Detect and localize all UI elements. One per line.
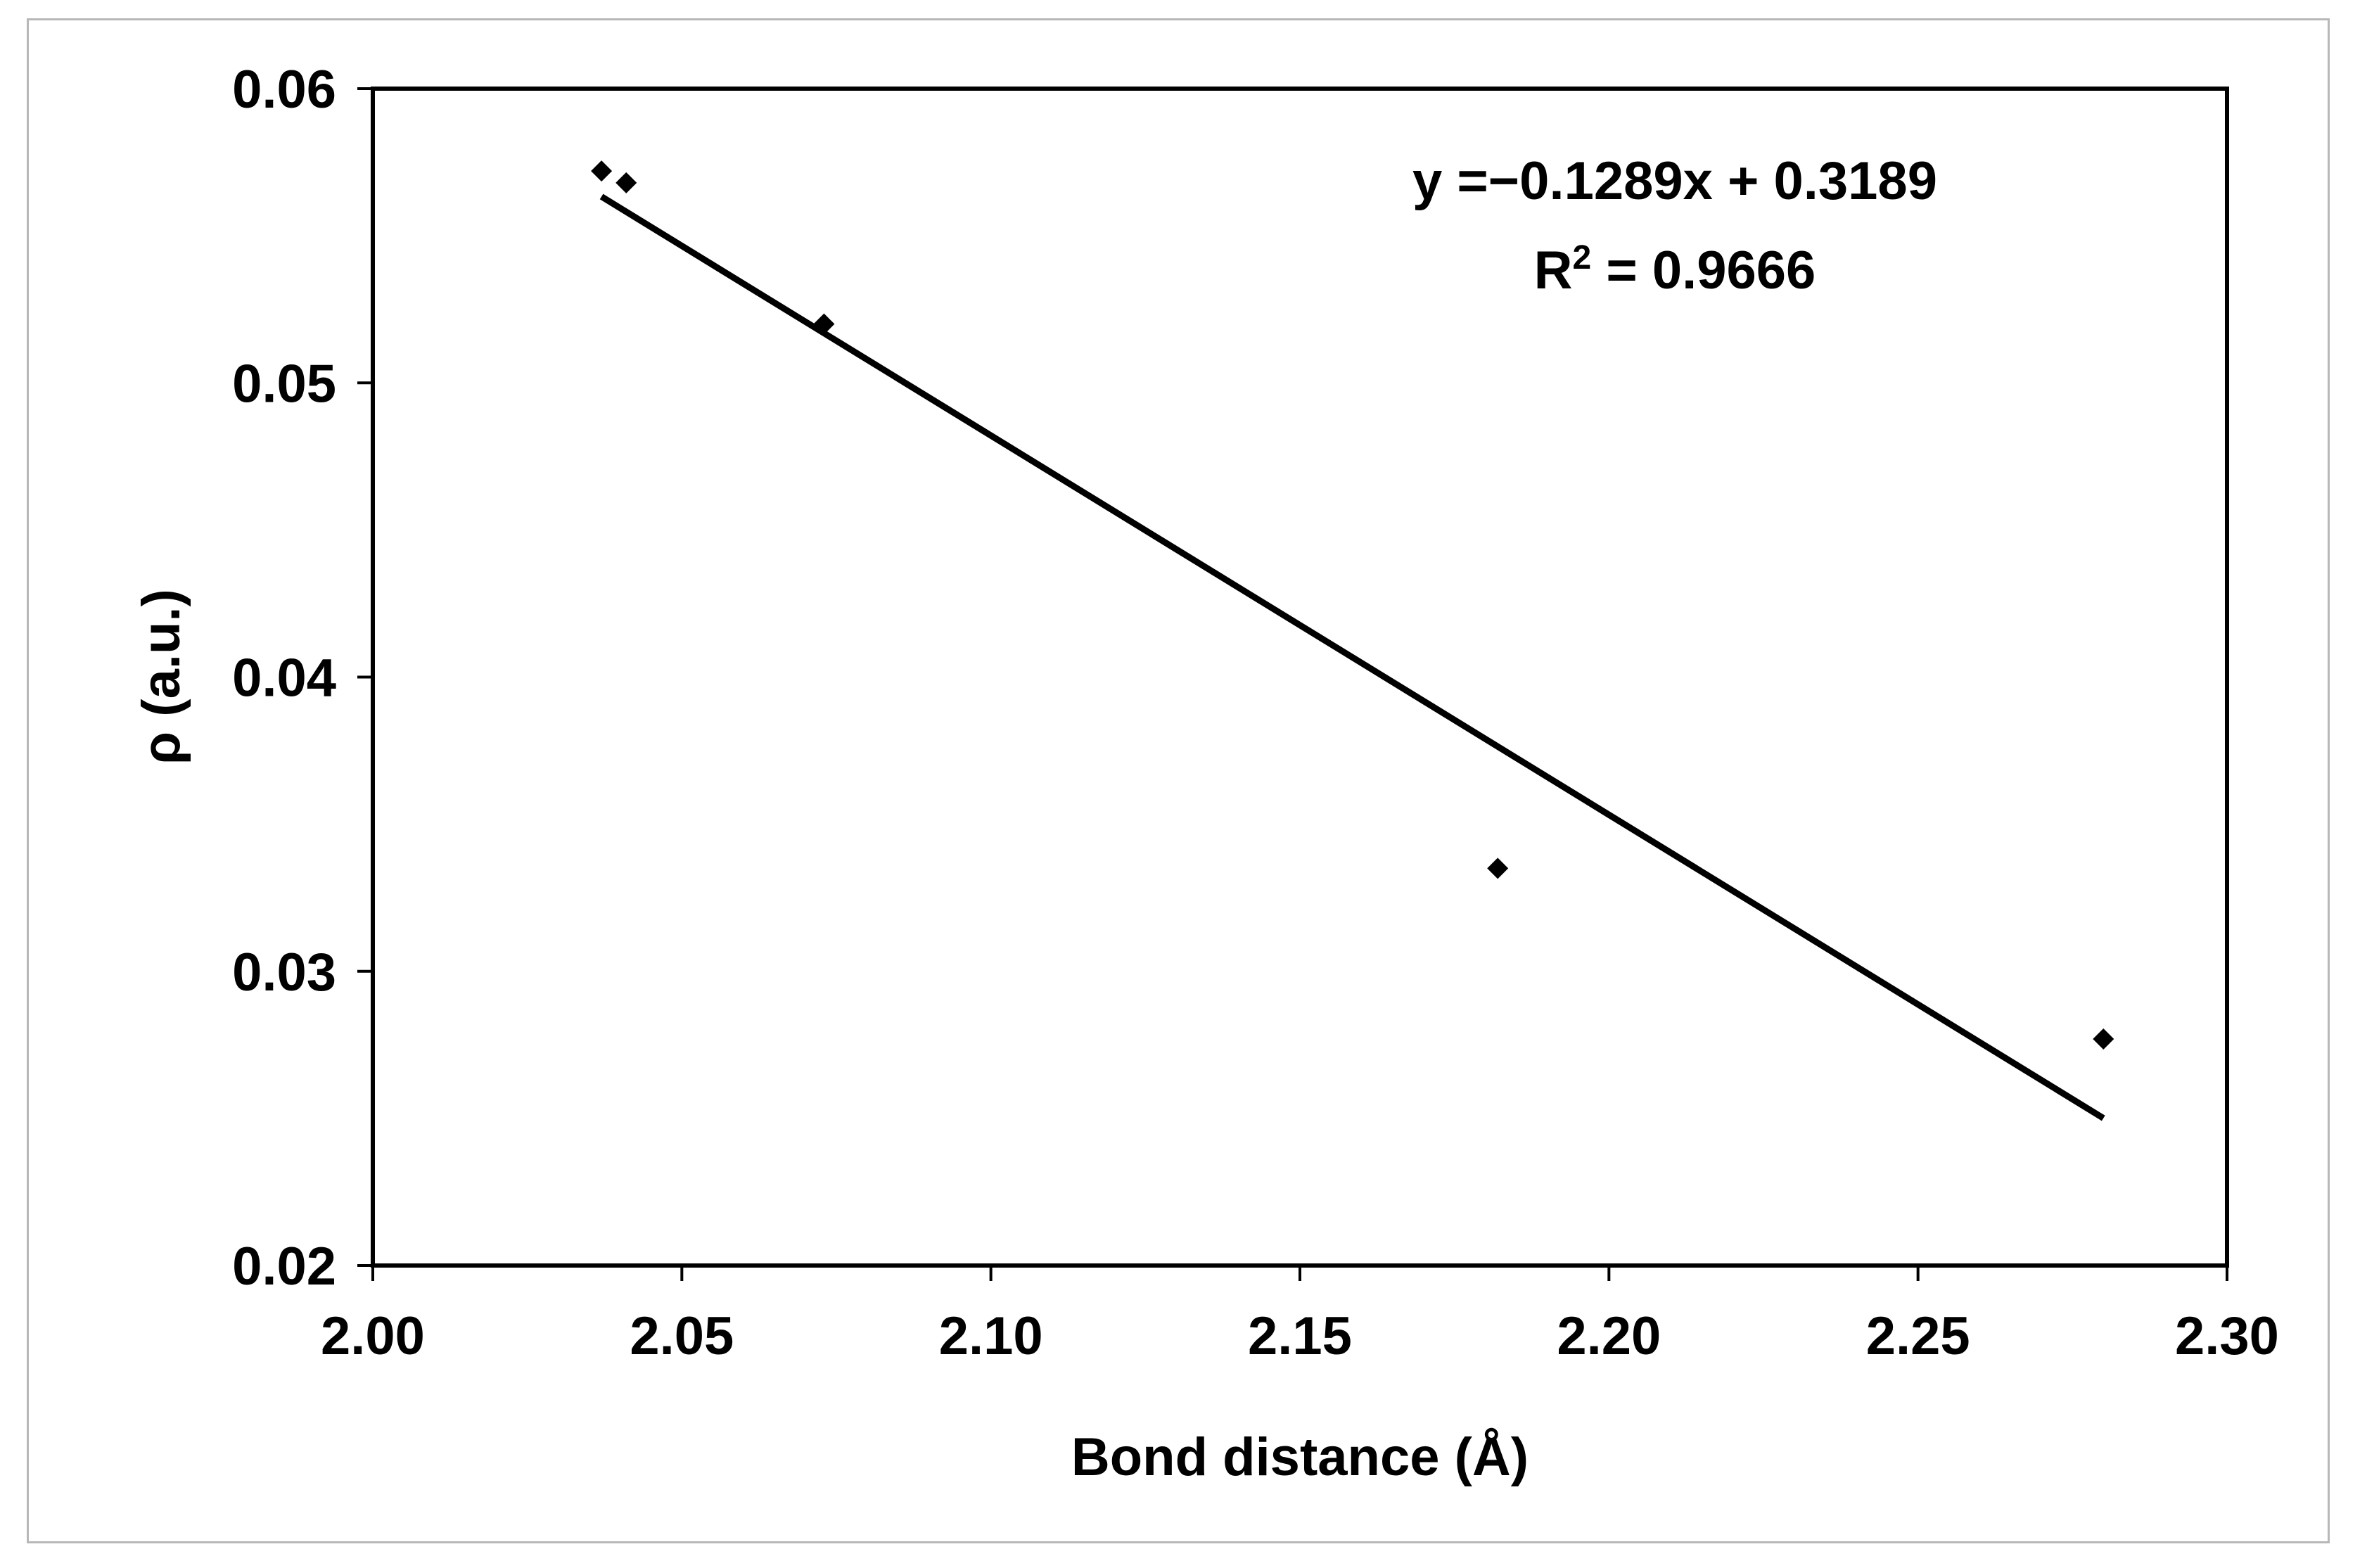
plot-area bbox=[371, 87, 2229, 1268]
y-tick-label: 0.03 bbox=[232, 943, 336, 1002]
y-tick-label: 0.05 bbox=[232, 354, 336, 414]
y-tick-label: 0.02 bbox=[232, 1237, 336, 1296]
data-point-marker bbox=[813, 313, 835, 335]
x-tick-label: 2.05 bbox=[630, 1306, 734, 1366]
x-axis-label: Bond distance (Å) bbox=[1071, 1427, 1529, 1487]
x-tick-label: 2.00 bbox=[321, 1306, 425, 1366]
data-points bbox=[591, 160, 2114, 1050]
data-point-marker bbox=[2093, 1028, 2114, 1050]
y-tick-label: 0.06 bbox=[232, 60, 336, 120]
linear-trendline bbox=[599, 193, 2105, 1121]
data-point-marker bbox=[591, 160, 613, 182]
r-squared-label: R2 = 0.9666 bbox=[1534, 239, 1816, 300]
y-tick-label: 0.04 bbox=[232, 649, 336, 708]
data-point-marker bbox=[1487, 858, 1509, 879]
x-tick-label: 2.20 bbox=[1557, 1306, 1661, 1366]
x-tick-label: 2.30 bbox=[2175, 1306, 2279, 1366]
trendline-layer bbox=[599, 193, 2105, 1121]
x-tick-label: 2.25 bbox=[1866, 1306, 1970, 1366]
data-point-marker bbox=[615, 172, 637, 193]
x-axis-ticks: 2.00 2.05 2.10 2.15 2.20 2.25 2.30 bbox=[321, 1266, 2279, 1366]
chart-frame: 0.02 0.03 0.04 0.05 0.06 2.00 2.05 2.10 2.15 2.2… bbox=[27, 18, 2330, 1543]
scatter-chart: 0.02 0.03 0.04 0.05 0.06 2.00 2.05 2.10 2.15 2.2… bbox=[132, 60, 2279, 1487]
y-axis-label: ρ (a.u.) bbox=[132, 589, 191, 765]
y-axis-ticks: 0.02 0.03 0.04 0.05 0.06 bbox=[232, 60, 373, 1296]
x-tick-label: 2.15 bbox=[1248, 1306, 1352, 1366]
x-tick-label: 2.10 bbox=[939, 1306, 1043, 1366]
trendline-equation: y =−0.1289x + 0.3189 bbox=[1412, 151, 1937, 211]
